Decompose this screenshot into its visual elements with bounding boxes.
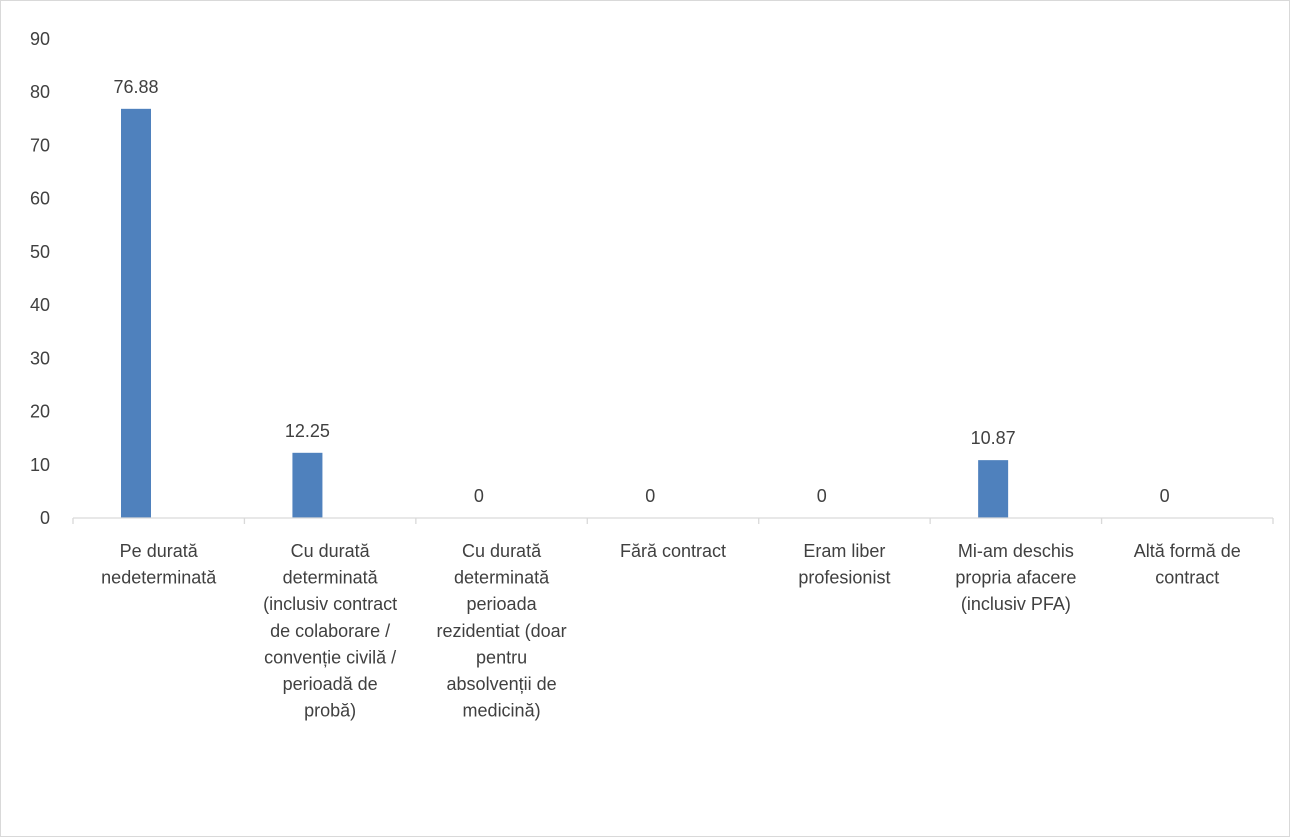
category-label-line: contract bbox=[1155, 568, 1219, 588]
y-tick-label: 90 bbox=[30, 29, 50, 49]
data-label: 10.87 bbox=[971, 428, 1016, 448]
y-tick-label: 60 bbox=[30, 189, 50, 209]
category-label: Cu durată determinată (inclusiv contract de… bbox=[263, 541, 397, 721]
category-label-line: propria afacere bbox=[955, 568, 1076, 588]
category-label-line: medicină) bbox=[463, 701, 541, 721]
category-labels: Pe durată nedeterminată Cu durată determina… bbox=[101, 541, 1241, 721]
category-label-line: probă) bbox=[304, 701, 356, 721]
category-label-line: Fără contract bbox=[620, 541, 726, 561]
y-tick-label: 0 bbox=[40, 508, 50, 528]
data-labels: 76.88 12.25 0 0 0 10.87 0 bbox=[113, 77, 1169, 506]
category-label-line: perioada bbox=[467, 594, 538, 614]
y-tick-label: 30 bbox=[30, 348, 50, 368]
y-tick-label: 40 bbox=[30, 295, 50, 315]
category-label: Cu durată determinată perioada rezidentiat … bbox=[437, 541, 567, 721]
bar bbox=[978, 460, 1009, 518]
category-label-line: perioadă de bbox=[283, 674, 378, 694]
bars bbox=[121, 108, 1009, 519]
y-tick-label: 10 bbox=[30, 455, 50, 475]
y-tick-label: 50 bbox=[30, 242, 50, 262]
category-label-line: profesionist bbox=[798, 568, 890, 588]
category-label-line: (inclusiv contract bbox=[263, 594, 397, 614]
category-label: Altă formă de contract bbox=[1134, 541, 1241, 588]
category-label-line: Pe durată bbox=[120, 541, 199, 561]
category-label-line: absolvenții de bbox=[447, 674, 557, 694]
category-label: Pe durată nedeterminată bbox=[101, 541, 217, 588]
y-axis-ticks: 0 10 20 30 40 50 60 70 80 90 bbox=[30, 29, 50, 528]
category-label-line: de colaborare / bbox=[270, 621, 390, 641]
data-label: 0 bbox=[1160, 486, 1170, 506]
category-label-line: Eram liber bbox=[803, 541, 885, 561]
data-label: 0 bbox=[645, 486, 655, 506]
category-label-line: determinată bbox=[283, 568, 379, 588]
category-label-line: Cu durată bbox=[291, 541, 371, 561]
category-label-line: (inclusiv PFA) bbox=[961, 594, 1071, 614]
category-label-line: Mi-am deschis bbox=[958, 541, 1074, 561]
category-label-line: Cu durată bbox=[462, 541, 542, 561]
category-label-line: pentru bbox=[476, 647, 527, 667]
y-tick-label: 80 bbox=[30, 82, 50, 102]
category-label: Eram liber profesionist bbox=[798, 541, 890, 588]
data-label: 0 bbox=[474, 486, 484, 506]
category-label: Mi-am deschis propria afacere (inclusiv PF… bbox=[955, 541, 1076, 614]
y-tick-label: 20 bbox=[30, 402, 50, 422]
category-label-line: convenție civilă / bbox=[264, 647, 396, 667]
x-axis-tick-marks bbox=[72, 518, 1274, 524]
y-tick-label: 70 bbox=[30, 135, 50, 155]
data-label: 76.88 bbox=[113, 77, 158, 97]
data-label: 12.25 bbox=[285, 421, 330, 441]
bar bbox=[121, 108, 151, 519]
category-label-line: Altă formă de bbox=[1134, 541, 1241, 561]
category-label: Fără contract bbox=[620, 541, 726, 561]
bar bbox=[292, 452, 323, 518]
category-label-line: determinată bbox=[454, 568, 550, 588]
category-label-line: rezidentiat (doar bbox=[437, 621, 567, 641]
data-label: 0 bbox=[817, 486, 827, 506]
category-label-line: nedeterminată bbox=[101, 568, 217, 588]
